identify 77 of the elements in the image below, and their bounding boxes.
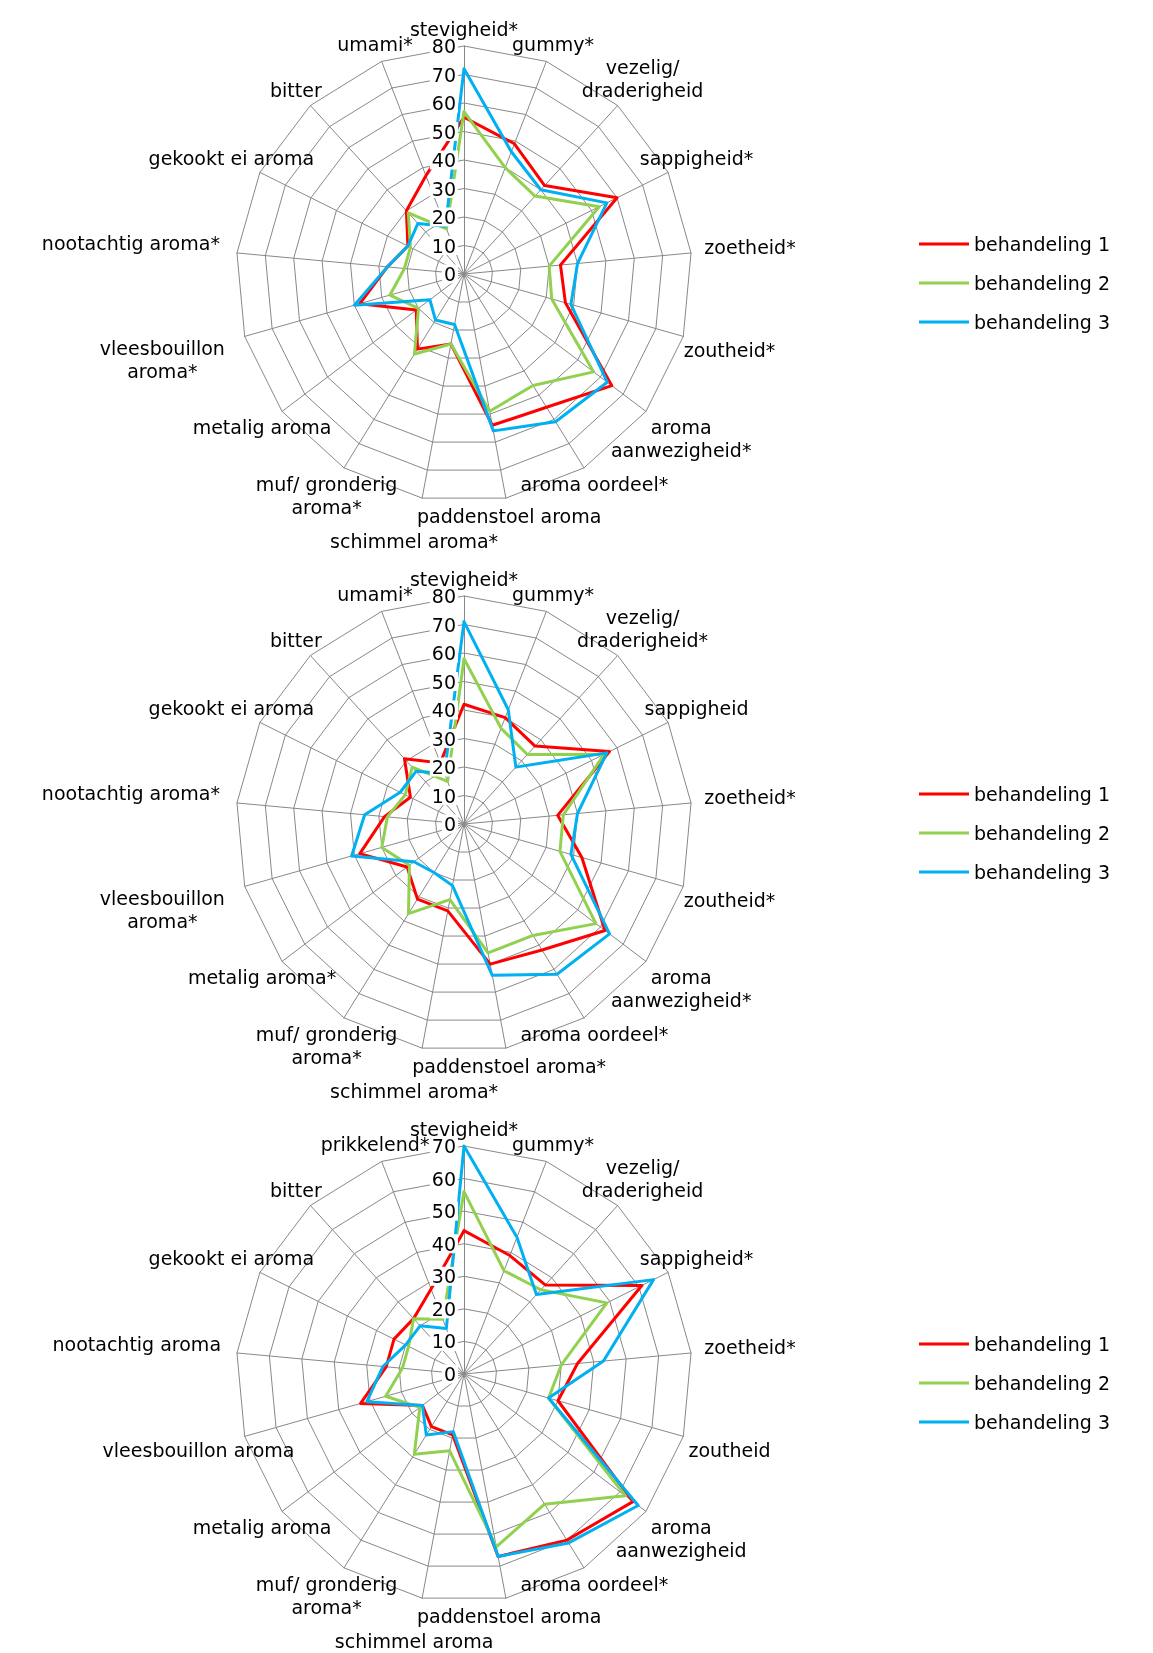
y-tick-label: 10 xyxy=(431,784,456,807)
spoke-label: zoutheid* xyxy=(683,888,776,911)
spoke-label: vezelig/ draderigheid xyxy=(581,55,704,101)
legend-label: behandeling 2 xyxy=(973,272,1110,294)
y-tick-label: 80 xyxy=(431,585,456,607)
y-tick-label: 40 xyxy=(431,1232,456,1255)
spoke-label: paddenstoel aroma xyxy=(416,1604,602,1627)
y-tick-label: 30 xyxy=(431,727,456,750)
y-tick-label: 20 xyxy=(431,1297,456,1320)
legend-label: behandeling 2 xyxy=(973,1372,1110,1394)
y-tick-label: 50 xyxy=(431,120,456,143)
spoke-label: schimmel aroma xyxy=(334,1630,494,1653)
spoke-label: gekookt ei aroma xyxy=(148,147,315,170)
y-tick-label: 0 xyxy=(443,1363,456,1385)
spoke-label: bitter xyxy=(270,628,322,651)
spoke-label: bitter xyxy=(270,78,322,101)
y-tick-label: 0 xyxy=(443,263,456,285)
spoke-label: muf/ gronderig aroma* xyxy=(255,1023,398,1069)
spoke-label: zoutheid* xyxy=(683,338,776,361)
spoke-label: vezelig/ draderigheid* xyxy=(577,605,709,651)
spoke-label: muf/ gronderig aroma* xyxy=(255,473,398,519)
y-tick-label: 60 xyxy=(431,92,456,114)
spoke-label: aroma aanwezigheid* xyxy=(610,965,752,1011)
y-tick-label: 60 xyxy=(431,1167,456,1190)
spoke-label: gekookt ei aroma xyxy=(148,1247,315,1270)
y-tick-label: 70 xyxy=(431,1135,456,1157)
spoke-label: nootachtig aroma xyxy=(52,1332,222,1355)
spoke-label: metalig aroma xyxy=(192,1515,332,1538)
legend-label: behandeling 3 xyxy=(973,311,1110,333)
y-tick-label: 80 xyxy=(431,35,456,57)
y-tick-label: 20 xyxy=(431,206,456,228)
y-tick-label: 60 xyxy=(431,642,456,664)
legend-label: behandeling 3 xyxy=(973,1411,1110,1433)
legend-label: behandeling 2 xyxy=(973,822,1110,844)
spoke-label: aroma aanwezigheid* xyxy=(610,415,752,461)
spoke-label: vleesbouillon aroma* xyxy=(99,887,225,933)
spoke-label: bitter xyxy=(270,1178,322,1201)
spoke-label: zoetheid* xyxy=(704,236,796,259)
spoke-label: paddenstoel aroma* xyxy=(412,1054,607,1077)
spoke-label: schimmel aroma* xyxy=(330,1080,499,1103)
spoke-label: metalig aroma xyxy=(192,415,332,438)
spoke-label: zoetheid* xyxy=(704,786,796,809)
spoke-label: sappigheid xyxy=(644,697,749,720)
spoke-label: metalig aroma* xyxy=(187,965,337,988)
spoke-label: schimmel aroma* xyxy=(330,530,499,553)
y-tick-label: 50 xyxy=(431,670,456,693)
y-tick-label: 30 xyxy=(431,177,456,200)
spoke-label: vezelig/ draderigheid xyxy=(581,1155,704,1201)
spoke-label: nootachtig aroma* xyxy=(41,782,220,805)
y-tick-label: 70 xyxy=(431,63,456,86)
spoke-label: sappigheid* xyxy=(639,147,754,170)
spoke-label: aroma oordeel* xyxy=(520,473,669,496)
spoke-label: gekookt ei aroma xyxy=(148,697,315,720)
y-tick-label: 10 xyxy=(431,1330,456,1353)
y-tick-label: 40 xyxy=(431,149,456,171)
spoke-label: zoutheid xyxy=(688,1438,771,1461)
legend-label: behandeling 1 xyxy=(973,783,1110,805)
spoke-label: vleesbouillon aroma* xyxy=(99,337,225,383)
spoke-label: aroma oordeel* xyxy=(520,1573,669,1596)
y-tick-label: 30 xyxy=(431,1265,456,1288)
y-tick-label: 50 xyxy=(431,1200,456,1223)
legend-label: behandeling 3 xyxy=(973,861,1110,883)
y-tick-label: 0 xyxy=(443,813,456,835)
spoke-label: aroma oordeel* xyxy=(520,1023,669,1046)
spoke-label: zoetheid* xyxy=(704,1336,796,1359)
spoke-label: nootachtig aroma* xyxy=(41,232,220,255)
spoke-label: paddenstoel aroma xyxy=(416,504,602,527)
y-tick-label: 10 xyxy=(431,234,456,257)
spoke-label: muf/ gronderig aroma* xyxy=(255,1573,398,1619)
spoke-label: vleesbouillon aroma xyxy=(102,1438,295,1461)
spoke-label: sappigheid* xyxy=(639,1247,754,1270)
y-tick-label: 20 xyxy=(431,756,456,778)
spoke-label: aroma aanwezigheid xyxy=(615,1515,747,1561)
y-tick-label: 70 xyxy=(431,613,456,636)
y-tick-label: 40 xyxy=(431,699,456,721)
legend-label: behandeling 1 xyxy=(973,1333,1110,1355)
legend-label: behandeling 1 xyxy=(973,233,1110,255)
